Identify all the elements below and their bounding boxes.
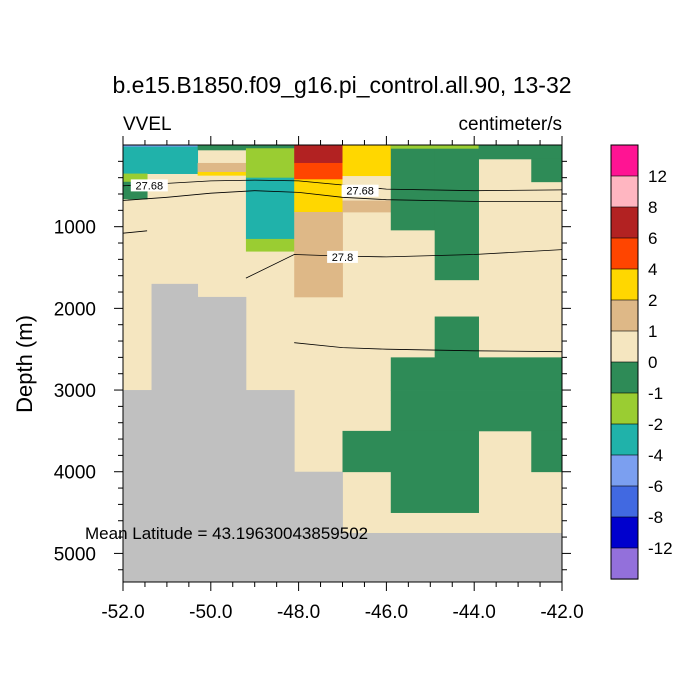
heatmap-cell bbox=[342, 200, 392, 213]
x-tick-label: -44.0 bbox=[453, 602, 496, 623]
colorbar-label: -8 bbox=[648, 508, 663, 527]
colorbar-swatch bbox=[610, 330, 639, 363]
units-label: centimeter/s bbox=[459, 114, 562, 135]
colorbar: 12 8 6 4 2 1 0 -1 -2 -4 -6 -8 -12 bbox=[610, 144, 673, 580]
colorbar-label: 6 bbox=[648, 229, 657, 248]
contour-line bbox=[122, 230, 148, 234]
colorbar-label: 12 bbox=[648, 167, 667, 186]
heatmap-cell bbox=[531, 430, 563, 473]
colorbar-swatch bbox=[610, 516, 639, 549]
contour-line bbox=[122, 179, 563, 192]
heatmap-cell bbox=[151, 145, 199, 148]
contour-label-background bbox=[341, 184, 379, 197]
colorbar-label: 0 bbox=[648, 353, 657, 372]
heatmap-cell bbox=[342, 430, 392, 473]
heatmap-cell bbox=[123, 145, 152, 148]
colorbar-frame bbox=[610, 144, 639, 580]
colorbar-label: -1 bbox=[648, 384, 663, 403]
x-tick-label: -48.0 bbox=[277, 602, 320, 623]
colorbar-swatch bbox=[610, 237, 639, 270]
heatmap-cell bbox=[123, 173, 148, 183]
colorbar-label: 1 bbox=[648, 322, 657, 341]
heatmap-cell bbox=[245, 390, 295, 583]
heatmap-cell bbox=[434, 316, 479, 358]
heatmap-cell bbox=[390, 430, 479, 513]
x-tick-label: -42.0 bbox=[540, 602, 583, 623]
y-tick-label: 4000 bbox=[54, 463, 96, 484]
contour-label-background bbox=[327, 250, 358, 263]
heatmap-cell bbox=[123, 146, 199, 174]
variable-label: VVEL bbox=[123, 114, 172, 135]
colorbar-swatch bbox=[610, 454, 639, 487]
heatmap-cell bbox=[390, 145, 436, 231]
contour-lines bbox=[122, 179, 563, 353]
heatmap-cell bbox=[245, 148, 295, 179]
colorbar-label: 8 bbox=[648, 198, 657, 217]
heatmap-cell bbox=[123, 390, 152, 583]
heatmap-cell bbox=[197, 162, 247, 173]
heatmap-cell bbox=[294, 179, 343, 213]
heatmap-cell bbox=[390, 357, 563, 391]
heatmap-cell bbox=[531, 158, 563, 183]
x-tick-label: -46.0 bbox=[365, 602, 408, 623]
contour-label: 27.8 bbox=[332, 252, 353, 264]
heatmap-cell bbox=[197, 145, 247, 151]
y-tick-label: 1000 bbox=[54, 218, 96, 239]
heatmap-cell bbox=[390, 145, 479, 149]
heatmap-cell bbox=[342, 145, 392, 177]
heatmap-cell bbox=[151, 283, 199, 583]
contour-label: 27.68 bbox=[136, 180, 164, 192]
heatmap-cell bbox=[245, 177, 295, 240]
heatmap-cell bbox=[294, 145, 343, 164]
colorbar-label: 4 bbox=[648, 260, 657, 279]
colorbar-label: -6 bbox=[648, 477, 663, 496]
colorbar-swatch bbox=[610, 206, 639, 239]
heatmap-cell bbox=[294, 471, 343, 583]
colorbar-swatch bbox=[610, 485, 639, 518]
heatmap-cell bbox=[390, 390, 563, 432]
y-axis-label: Depth (m) bbox=[12, 315, 37, 413]
y-tick-label: 2000 bbox=[54, 299, 96, 320]
heatmap-cell bbox=[434, 145, 479, 281]
contour-label: 27.68 bbox=[346, 186, 374, 198]
colorbar-label: -12 bbox=[648, 539, 673, 558]
colorbar-swatch bbox=[610, 299, 639, 332]
colorbar-label: -2 bbox=[648, 415, 663, 434]
contour-line bbox=[122, 190, 562, 202]
contour-line bbox=[294, 342, 563, 353]
colorbar-label: 2 bbox=[648, 291, 657, 310]
heatmap-cell bbox=[245, 145, 295, 149]
colorbar-swatch bbox=[610, 268, 639, 301]
heatmap-cell bbox=[342, 532, 563, 583]
heatmap-cell bbox=[197, 296, 247, 583]
plot-axes: -52.0 -50.0 -48.0 -46.0 -44.0 -42.0 1000 2000 30… bbox=[54, 136, 584, 623]
contour-line bbox=[245, 249, 563, 279]
chart-title: b.e15.B1850.f09_g16.pi_control.all.90, 1… bbox=[112, 72, 571, 98]
heatmap-cells bbox=[123, 145, 563, 583]
colorbar-swatch bbox=[610, 144, 639, 177]
contour-labels: 27.68 27.68 27.8 bbox=[130, 179, 379, 264]
heatmap-cell bbox=[294, 162, 343, 180]
colorbar-swatch bbox=[610, 361, 639, 394]
mean-latitude-annotation: Mean Latitude = 43.19630043859502 bbox=[85, 524, 368, 543]
y-tick-label: 3000 bbox=[54, 381, 96, 402]
colorbar-label: -4 bbox=[648, 446, 663, 465]
colorbar-swatch bbox=[610, 547, 639, 580]
heatmap-cell bbox=[245, 238, 295, 252]
x-tick-label: -52.0 bbox=[101, 602, 144, 623]
x-tick-label: -50.0 bbox=[189, 602, 232, 623]
contour-label-background bbox=[130, 179, 168, 192]
y-tick-label: 5000 bbox=[54, 544, 96, 565]
colorbar-swatch bbox=[610, 392, 639, 425]
heatmap-cell bbox=[478, 145, 563, 160]
colorbar-swatch bbox=[610, 423, 639, 456]
colorbar-swatch bbox=[610, 175, 639, 208]
heatmap-cell bbox=[197, 171, 247, 176]
